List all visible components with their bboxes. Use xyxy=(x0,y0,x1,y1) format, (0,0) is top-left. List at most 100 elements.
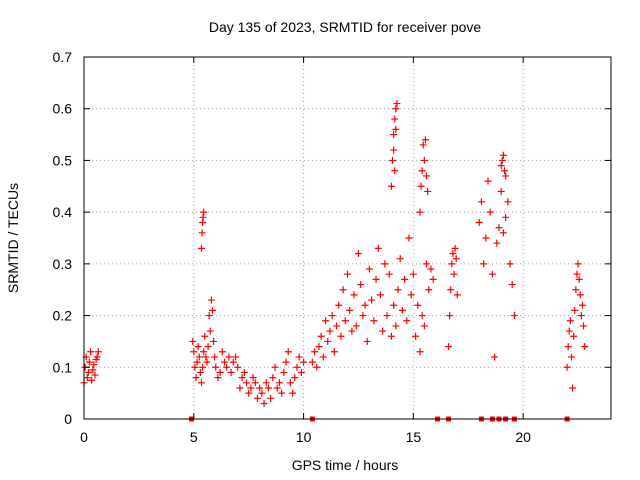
data-point xyxy=(339,286,347,294)
data-point xyxy=(200,348,208,356)
data-point xyxy=(223,363,231,371)
data-point xyxy=(196,368,204,376)
data-point xyxy=(445,343,453,351)
data-point xyxy=(372,275,380,283)
data-point xyxy=(447,286,455,294)
data-point xyxy=(499,151,507,159)
data-point xyxy=(427,265,435,273)
data-point xyxy=(381,260,389,268)
data-point xyxy=(497,187,505,195)
data-point xyxy=(409,270,417,278)
data-point xyxy=(247,384,255,392)
data-point xyxy=(368,296,376,304)
data-point xyxy=(429,275,437,283)
data-point xyxy=(238,374,246,382)
data-point xyxy=(580,322,588,330)
data-point xyxy=(403,317,411,325)
data-point xyxy=(425,286,433,294)
data-point xyxy=(197,244,205,252)
data-point xyxy=(199,213,207,221)
data-point xyxy=(207,296,215,304)
data-point xyxy=(506,260,514,268)
data-point xyxy=(448,260,456,268)
data-point xyxy=(394,286,402,294)
data-point xyxy=(195,353,203,361)
data-point xyxy=(390,301,398,309)
data-point xyxy=(407,291,415,299)
data-point xyxy=(383,312,391,320)
data-point xyxy=(236,384,244,392)
data-point xyxy=(391,167,399,175)
data-points xyxy=(80,100,589,407)
data-point xyxy=(204,343,212,351)
data-point xyxy=(396,255,404,263)
data-point xyxy=(416,208,424,216)
data-point xyxy=(376,291,384,299)
data-point xyxy=(83,374,91,382)
y-tick-label: 0.3 xyxy=(53,256,73,272)
data-point xyxy=(335,301,343,309)
data-point xyxy=(275,379,283,387)
data-point xyxy=(216,368,224,376)
data-point xyxy=(256,384,264,392)
data-point xyxy=(572,286,580,294)
data-point xyxy=(393,100,401,108)
data-point xyxy=(453,291,461,299)
data-point xyxy=(89,366,97,374)
data-point xyxy=(570,332,578,340)
data-point xyxy=(504,198,512,206)
data-point xyxy=(227,368,235,376)
data-point xyxy=(387,332,395,340)
data-point xyxy=(319,353,327,361)
data-point xyxy=(208,306,216,314)
data-point xyxy=(315,343,323,351)
y-tick-label: 0.4 xyxy=(53,204,73,220)
data-point xyxy=(392,105,400,113)
x-tick-label: 20 xyxy=(515,429,531,445)
data-point xyxy=(389,156,397,164)
data-point xyxy=(508,281,516,289)
grid-lines xyxy=(84,57,611,419)
data-point xyxy=(225,353,233,361)
data-point xyxy=(297,368,305,376)
data-point xyxy=(317,332,325,340)
data-point xyxy=(260,399,268,407)
data-point xyxy=(423,260,431,268)
data-point xyxy=(87,348,95,356)
plot-frame xyxy=(83,56,612,420)
data-point xyxy=(576,291,584,299)
data-point xyxy=(333,322,341,330)
data-point xyxy=(264,384,272,392)
data-point xyxy=(249,374,257,382)
data-point xyxy=(350,291,358,299)
data-point xyxy=(271,363,279,371)
x-tick-label: 15 xyxy=(406,429,422,445)
data-point xyxy=(201,332,209,340)
y-axis-ticks: 0 0.1 0.2 0.3 0.4 0.5 0.6 0.7 xyxy=(53,49,611,427)
x-tick-label: 10 xyxy=(296,429,312,445)
data-point xyxy=(357,281,365,289)
data-point xyxy=(566,317,574,325)
data-point xyxy=(328,312,336,320)
data-point xyxy=(510,312,518,320)
data-point xyxy=(421,136,429,144)
data-point xyxy=(234,363,242,371)
data-point xyxy=(417,182,425,190)
data-point xyxy=(477,198,485,206)
data-point xyxy=(211,353,219,361)
data-point xyxy=(198,229,206,237)
data-point xyxy=(197,379,205,387)
data-point xyxy=(313,363,321,371)
data-point xyxy=(352,322,360,330)
data-point xyxy=(563,363,571,371)
data-point xyxy=(284,348,292,356)
x-axis-label: GPS time / hours xyxy=(292,457,399,473)
data-point xyxy=(194,343,202,351)
data-point xyxy=(575,275,583,283)
data-point xyxy=(273,384,281,392)
data-point xyxy=(229,358,237,366)
data-point xyxy=(387,182,395,190)
chart-title: Day 135 of 2023, SRMTID for receiver pov… xyxy=(209,19,482,35)
data-point xyxy=(475,218,483,226)
x-tick-label: 5 xyxy=(190,429,198,445)
